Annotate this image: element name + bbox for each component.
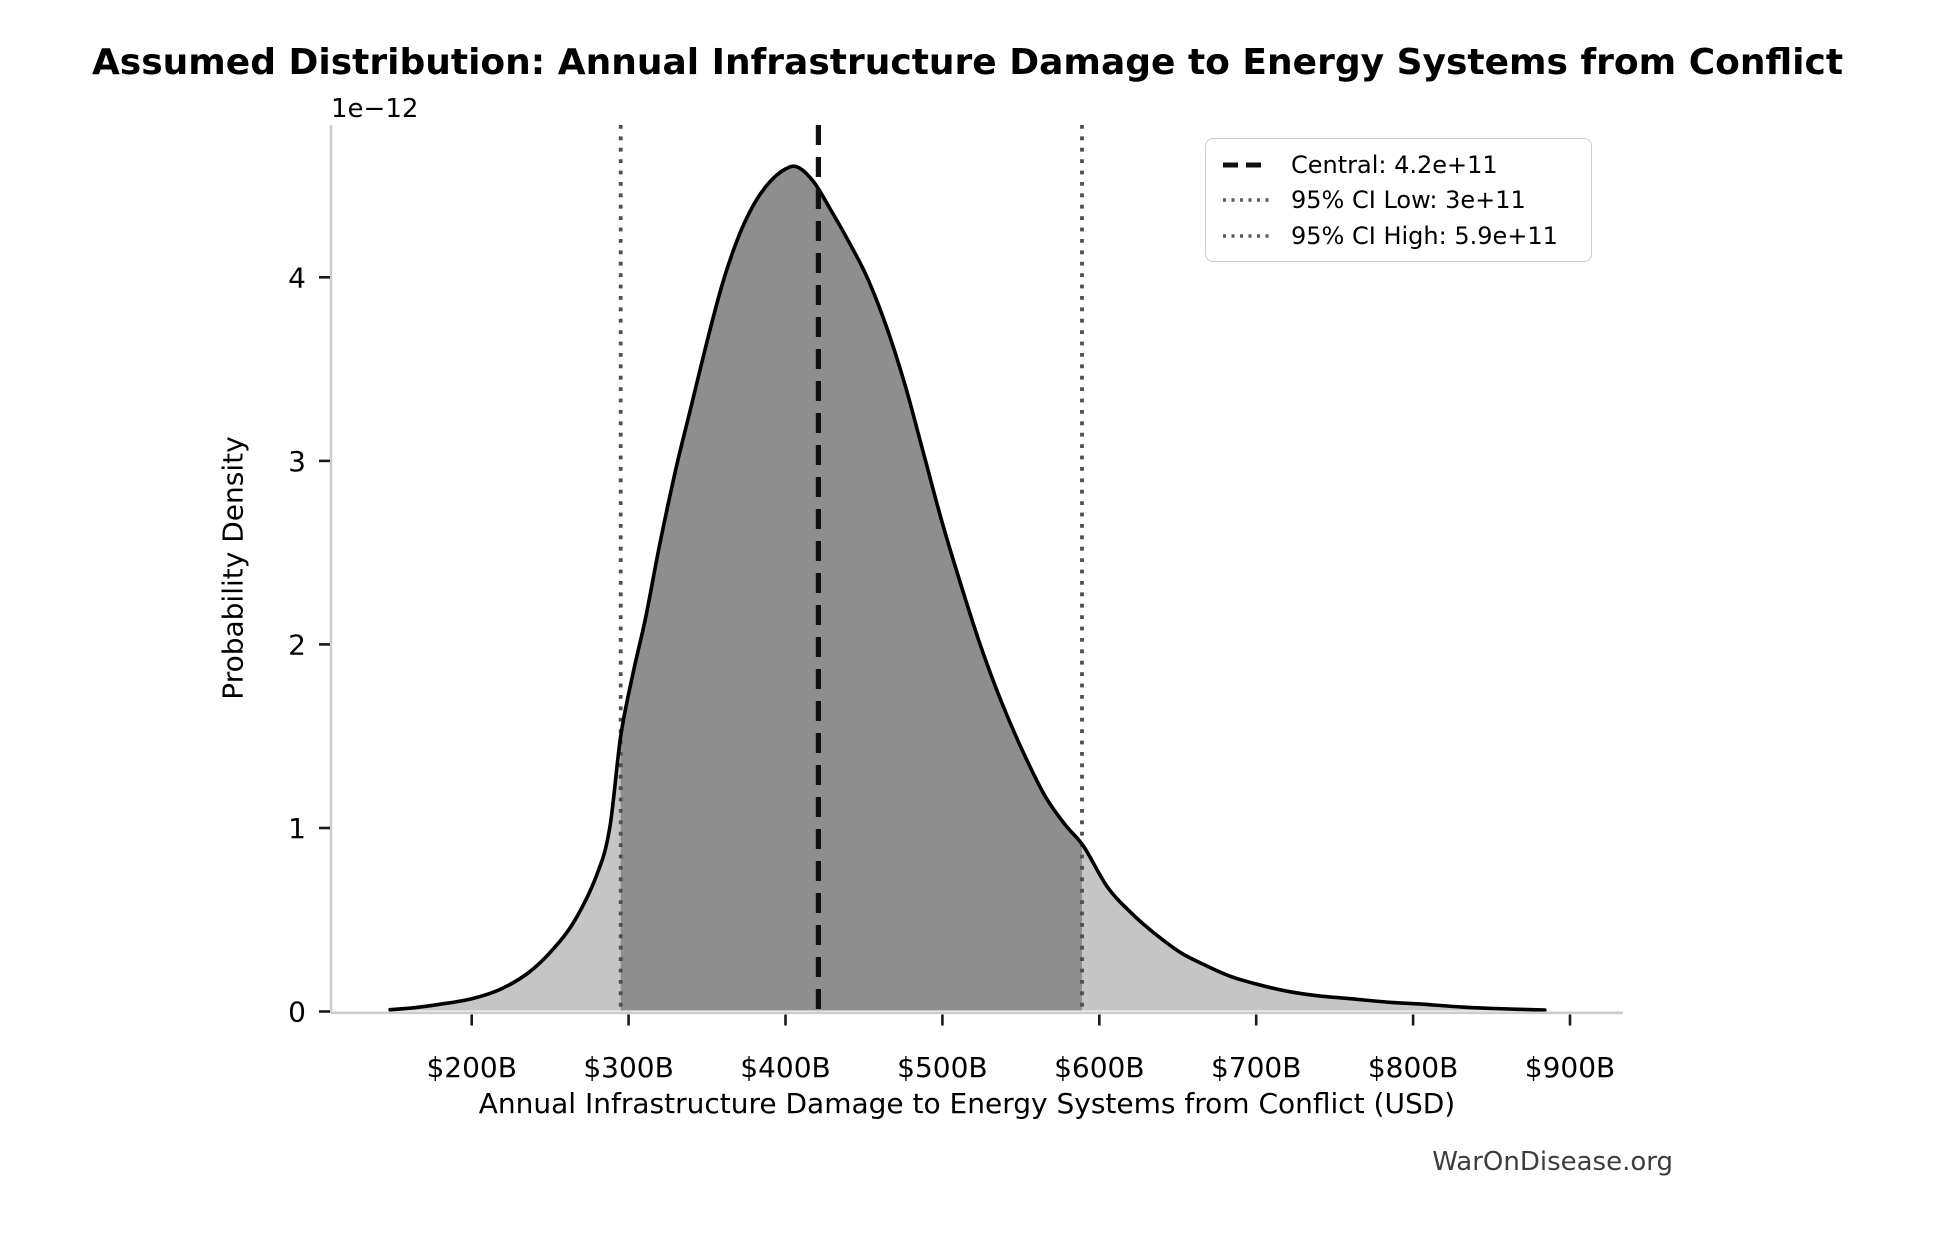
x-tick-label: $800B — [1368, 1051, 1458, 1084]
x-tick-label: $200B — [426, 1051, 516, 1084]
y-tick-label: 0 — [288, 996, 306, 1029]
chart-title: Assumed Distribution: Annual Infrastruct… — [91, 42, 1844, 83]
y-tick-label: 1 — [288, 812, 306, 845]
legend-box: Central: 4.2e+11 95% CI Low: 3e+11 95% C… — [1205, 138, 1592, 262]
density-curve — [388, 164, 1547, 1012]
y-tick-label: 3 — [288, 445, 306, 478]
legend-label-ci-high: 95% CI High: 5.9e+11 — [1291, 221, 1558, 250]
watermark: WarOnDisease.org — [1432, 1147, 1673, 1177]
legend-item-ci-high: 95% CI High: 5.9e+11 — [1206, 222, 1591, 250]
dashed-line-icon — [1223, 162, 1269, 167]
x-axis-label: Annual Infrastructure Damage to Energy S… — [478, 1087, 1456, 1120]
x-tick-label: $400B — [740, 1051, 830, 1084]
legend-label-ci-low: 95% CI Low: 3e+11 — [1291, 186, 1526, 214]
legend-label-central: Central: 4.2e+11 — [1291, 150, 1498, 179]
legend-item-ci-low: 95% CI Low: 3e+11 — [1206, 186, 1591, 214]
x-tick-label: $500B — [897, 1051, 987, 1084]
x-tick-label: $700B — [1211, 1051, 1301, 1084]
legend-item-central: Central: 4.2e+11 — [1206, 151, 1591, 179]
y-tick-label: 2 — [288, 628, 306, 661]
x-tick-label: $900B — [1525, 1051, 1615, 1084]
dotted-line-icon — [1223, 233, 1269, 238]
density-area-ci — [620, 166, 1082, 1011]
y-axis-label: Probability Density — [216, 436, 250, 700]
dotted-line-icon — [1223, 198, 1269, 202]
x-tick-label: $600B — [1054, 1051, 1144, 1084]
y-tick-label: 4 — [288, 261, 306, 294]
x-tick-label: $300B — [583, 1051, 673, 1084]
y-axis-offset-label: 1e−12 — [331, 94, 419, 124]
